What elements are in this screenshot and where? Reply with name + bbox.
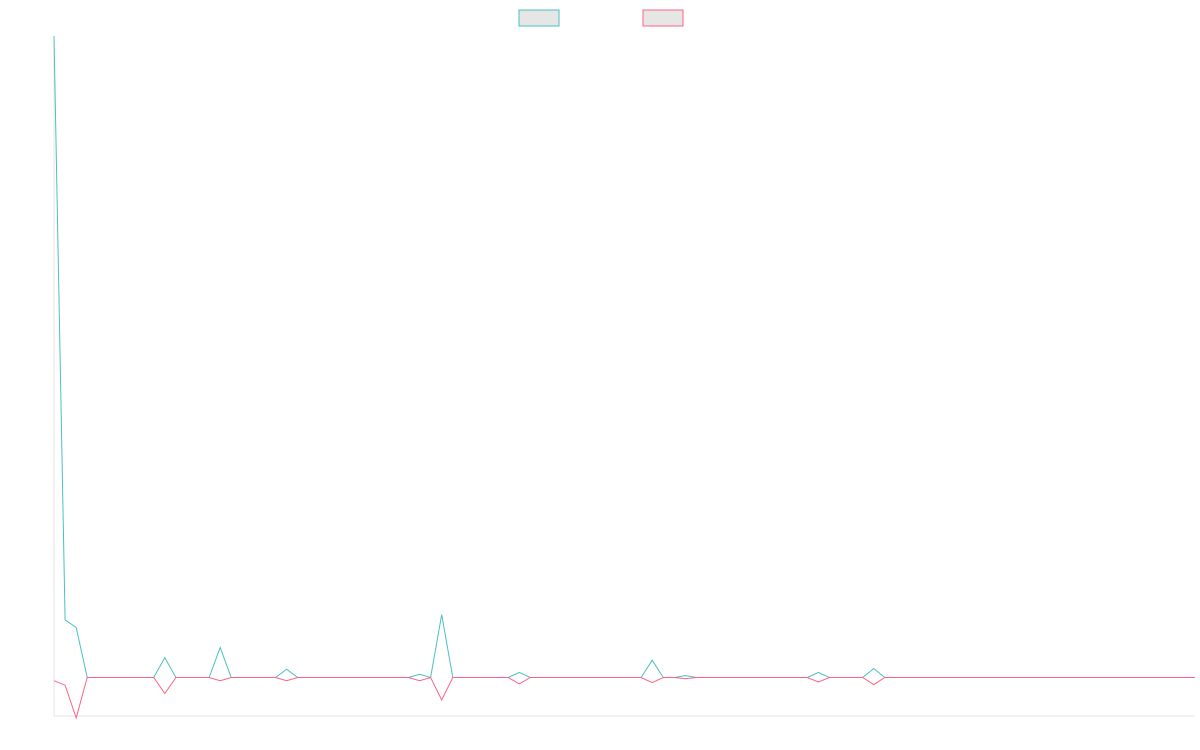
series-1-line — [53, 35, 1195, 679]
legend-item-series-2[interactable] — [642, 9, 684, 27]
series-2-line — [53, 676, 1195, 720]
legend[interactable] — [518, 9, 684, 27]
axes — [53, 36, 1195, 717]
legend-item-series-1[interactable] — [518, 9, 560, 27]
legend-swatch — [518, 9, 560, 27]
legend-swatch — [642, 9, 684, 27]
plot-area — [53, 35, 1195, 720]
